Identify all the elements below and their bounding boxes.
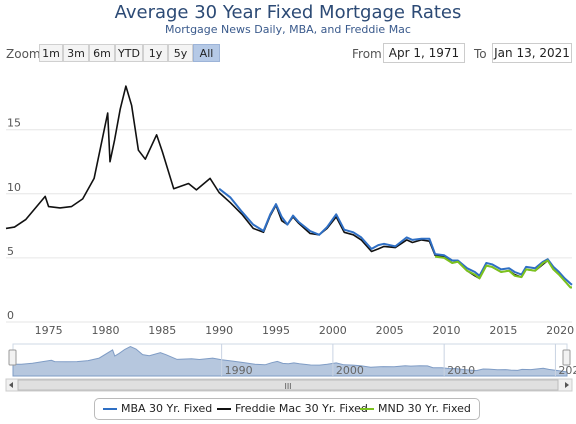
legend-label: Freddie Mac 30 Yr. Fixed	[235, 402, 368, 415]
scroll-right-arrow-icon[interactable]	[565, 382, 569, 388]
y-gridlines	[6, 129, 572, 323]
zoom-ytd-button[interactable]: YTD	[115, 44, 143, 62]
scroll-left-arrow-icon[interactable]	[9, 382, 13, 388]
navigator-year-label: 1990	[225, 364, 253, 377]
legend-item-freddie-mac[interactable]: Freddie Mac 30 Yr. Fixed	[217, 402, 368, 415]
zoom-3m-button[interactable]: 3m	[63, 44, 89, 62]
zoom-1m-button[interactable]: 1m	[39, 44, 63, 62]
navigator-year-label: 2010	[447, 364, 475, 377]
navigator-left-handle[interactable]	[8, 349, 17, 366]
zoom-1y-button[interactable]: 1y	[143, 44, 168, 62]
to-date-input[interactable]: Jan 13, 2021	[492, 43, 572, 63]
legend: MBA 30 Yr. Fixed Freddie Mac 30 Yr. Fixe…	[94, 398, 480, 420]
zoom-label: Zoom	[6, 47, 41, 61]
chart-title: Average 30 Year Fixed Mortgage Rates	[114, 2, 462, 23]
navigator-right-handle[interactable]	[562, 349, 571, 366]
x-tick-label: 2015	[489, 324, 517, 337]
zoom-5y-button[interactable]: 5y	[168, 44, 193, 62]
legend-line-icon	[103, 408, 117, 410]
series-line-mnd	[434, 255, 572, 289]
navigator-area	[12, 346, 568, 377]
navigator[interactable]: 1990 2000 2010 2020 III	[5, 343, 576, 392]
to-label: To	[474, 47, 487, 61]
scrollbar-grip-icon: III	[284, 382, 291, 391]
legend-item-mnd[interactable]: MND 30 Yr. Fixed	[360, 402, 471, 415]
legend-line-icon	[360, 408, 374, 410]
x-tick-label: 1990	[205, 324, 233, 337]
series-line-mba	[218, 187, 573, 286]
legend-line-icon	[217, 408, 231, 410]
x-axis-ticks: 1975 1980 1985 1990 1995 2000 2005 2010 2015 2020	[35, 324, 575, 337]
x-tick-label: 2010	[433, 324, 461, 337]
y-tick-label: 5	[7, 245, 14, 258]
x-tick-label: 2000	[319, 324, 347, 337]
x-tick-label: 1975	[35, 324, 63, 337]
series-line-freddie-mac	[5, 85, 572, 289]
zoom-6m-button[interactable]: 6m	[89, 44, 115, 62]
navigator-year-label: 2020	[558, 364, 576, 377]
x-tick-label: 1980	[91, 324, 119, 337]
legend-label: MBA 30 Yr. Fixed	[121, 402, 213, 415]
navigator-year-label: 2000	[336, 364, 364, 377]
y-axis-ticks: 0 5 10 15	[7, 117, 21, 322]
x-tick-label: 2020	[546, 324, 574, 337]
series-lines	[5, 85, 573, 289]
legend-item-mba[interactable]: MBA 30 Yr. Fixed	[103, 402, 212, 415]
from-date-input[interactable]: Apr 1, 1971	[383, 43, 465, 63]
chart-subtitle: Mortgage News Daily, MBA, and Freddie Ma…	[165, 23, 411, 36]
y-tick-label: 10	[7, 181, 21, 194]
scrollbar-thumb[interactable]	[17, 379, 559, 391]
x-tick-label: 1995	[262, 324, 290, 337]
x-tick-label: 1985	[148, 324, 176, 337]
from-label: From	[352, 47, 382, 61]
legend-label: MND 30 Yr. Fixed	[378, 402, 471, 415]
x-tick-label: 2005	[376, 324, 404, 337]
y-tick-label: 15	[7, 117, 21, 130]
y-tick-label: 0	[7, 309, 14, 322]
zoom-all-button[interactable]: All	[193, 44, 220, 62]
